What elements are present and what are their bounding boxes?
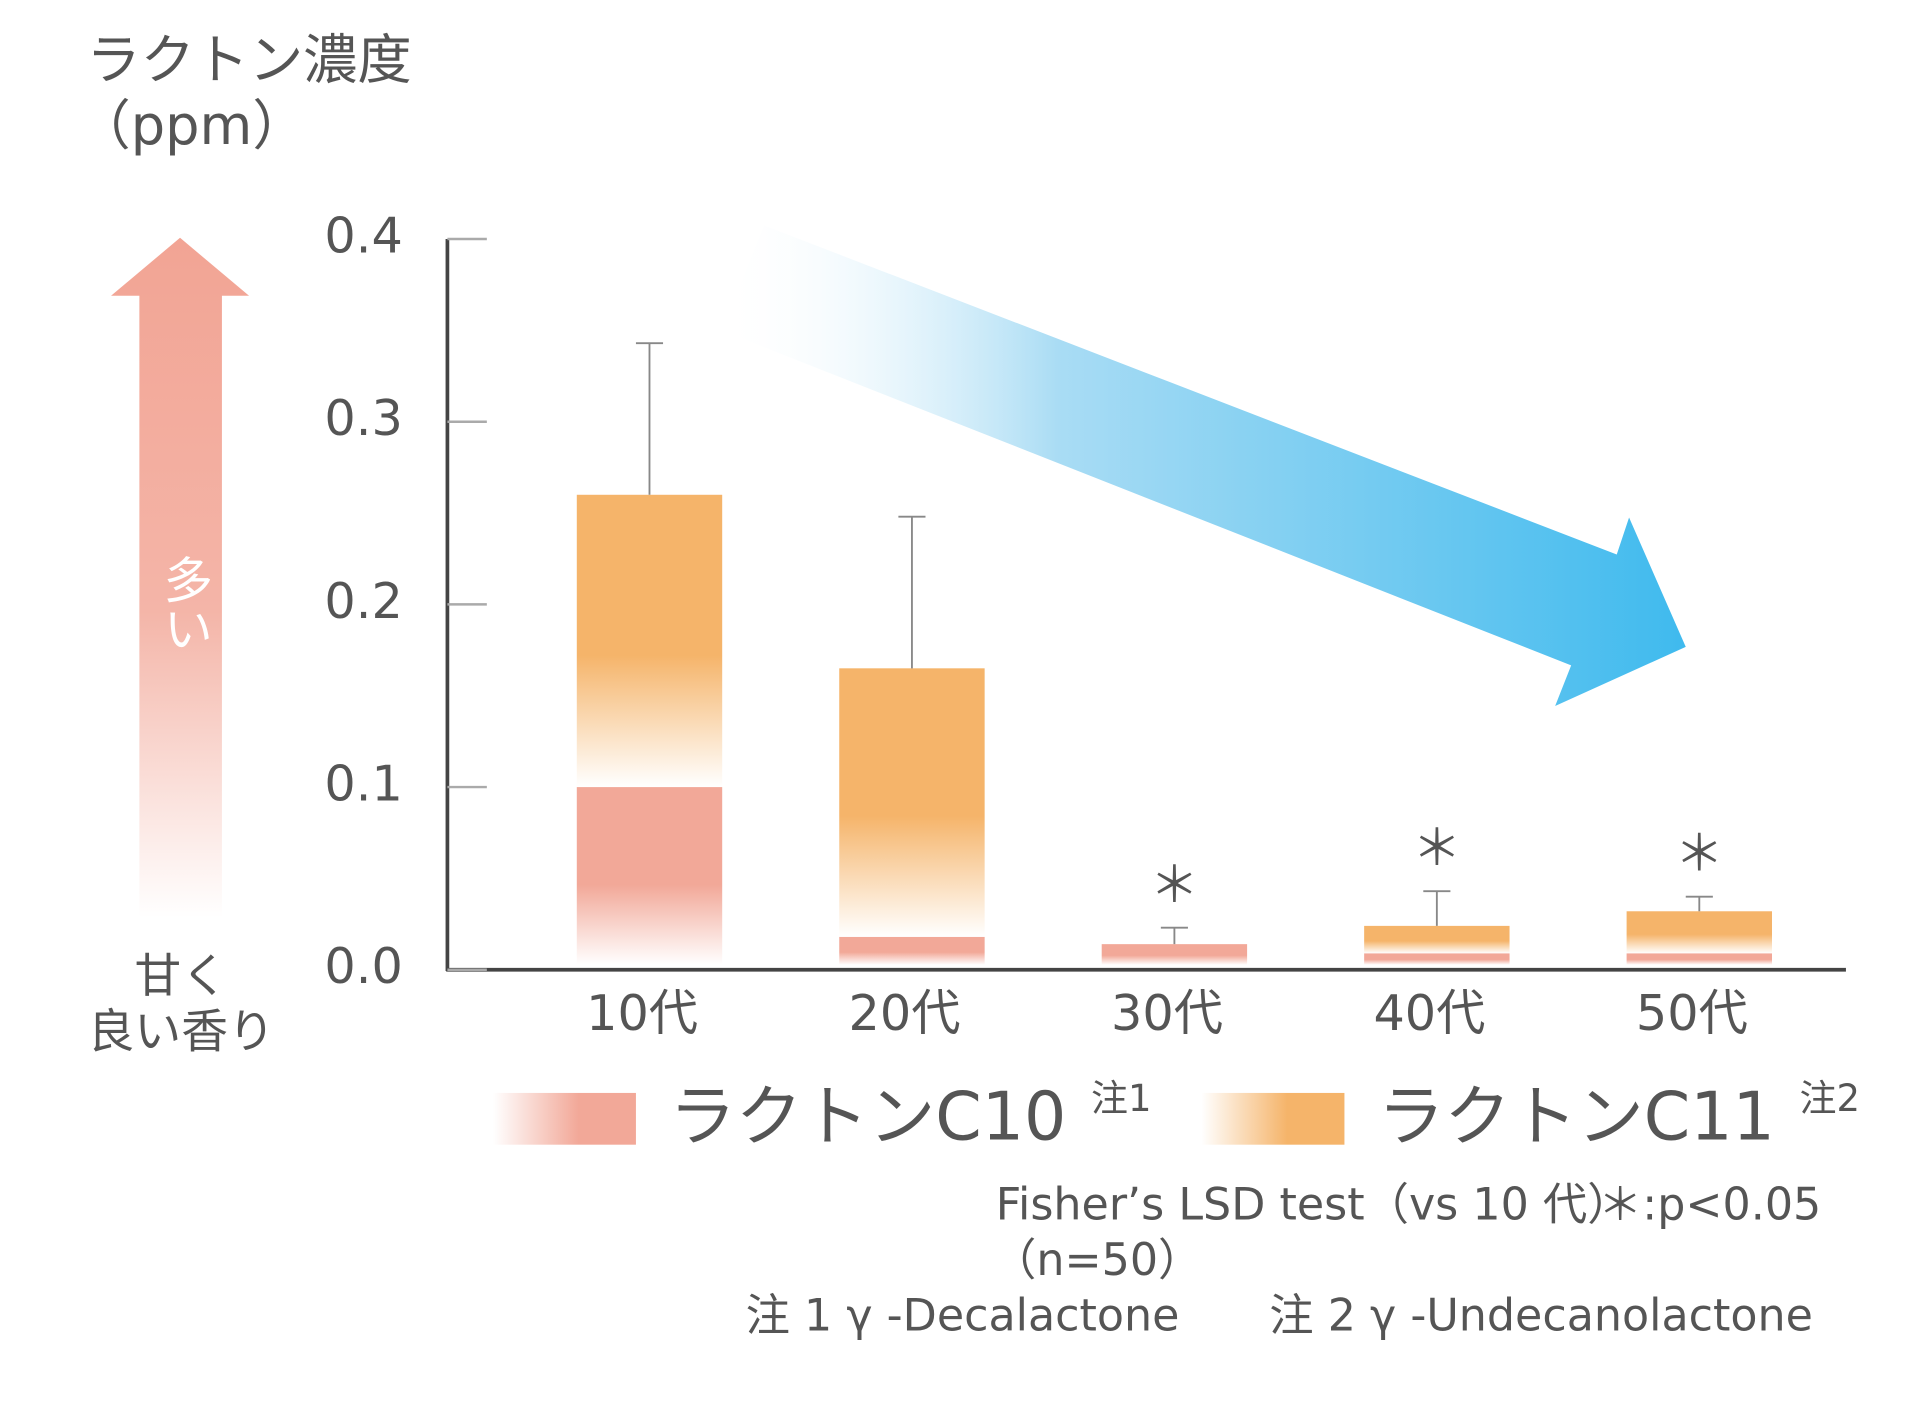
legend-note: 注2 [1800, 1077, 1860, 1120]
legend-swatch [493, 1092, 636, 1145]
error-bar [1423, 890, 1451, 926]
legend-label: ラクトンC11 [1378, 1077, 1775, 1155]
bottom-label: 良い香り [88, 1006, 275, 1060]
footnote: （n=50） [992, 1235, 1202, 1286]
bar [839, 668, 985, 937]
y-axis-unit: （ppm） [77, 94, 307, 157]
footnote: ＊:p<0.05 [1598, 1180, 1821, 1231]
legend-note: 注1 [1091, 1077, 1151, 1120]
bar [1626, 911, 1773, 954]
bar [1364, 925, 1510, 954]
y-tick-label: 0.2 [324, 572, 402, 630]
bar [1364, 953, 1510, 965]
footnote: Fisher’s LSD test（vs 10 代） [996, 1180, 1632, 1231]
more-arrow [111, 237, 250, 918]
footnote: 注 2 γ -Undecanolactone [1269, 1290, 1813, 1341]
x-tick-label: 50代 [1636, 984, 1748, 1042]
bar [839, 936, 985, 965]
x-tick-label: 20代 [849, 984, 961, 1042]
bottom-label: 甘く [134, 950, 228, 1004]
trend-arrow [720, 225, 1686, 707]
bar [576, 787, 723, 965]
significance-mark: ＊ [1412, 819, 1461, 877]
x-tick-label: 40代 [1373, 984, 1485, 1042]
error-bar [635, 342, 664, 495]
y-tick-label: 0.0 [324, 937, 402, 995]
y-tick-label: 0.1 [324, 755, 402, 813]
bar [1101, 944, 1248, 965]
y-tick-label: 0.4 [324, 207, 402, 265]
y-axis-title: ラクトン濃度 [86, 29, 411, 92]
x-tick-label: 10代 [586, 984, 698, 1042]
footnote: 注 1 γ -Decalactone [746, 1290, 1180, 1341]
error-bar [1685, 895, 1713, 912]
legend-swatch [1201, 1092, 1345, 1145]
bar [1626, 953, 1773, 965]
error-bar [898, 515, 926, 669]
y-tick-label: 0.3 [324, 389, 402, 447]
bar [576, 494, 723, 788]
significance-mark: ＊ [1675, 825, 1724, 883]
legend-label: ラクトンC10 [669, 1077, 1066, 1155]
significance-mark: ＊ [1150, 856, 1199, 914]
arrow-label: 多い [156, 554, 214, 653]
x-tick-label: 30代 [1111, 984, 1223, 1042]
error-bar [1160, 926, 1188, 945]
